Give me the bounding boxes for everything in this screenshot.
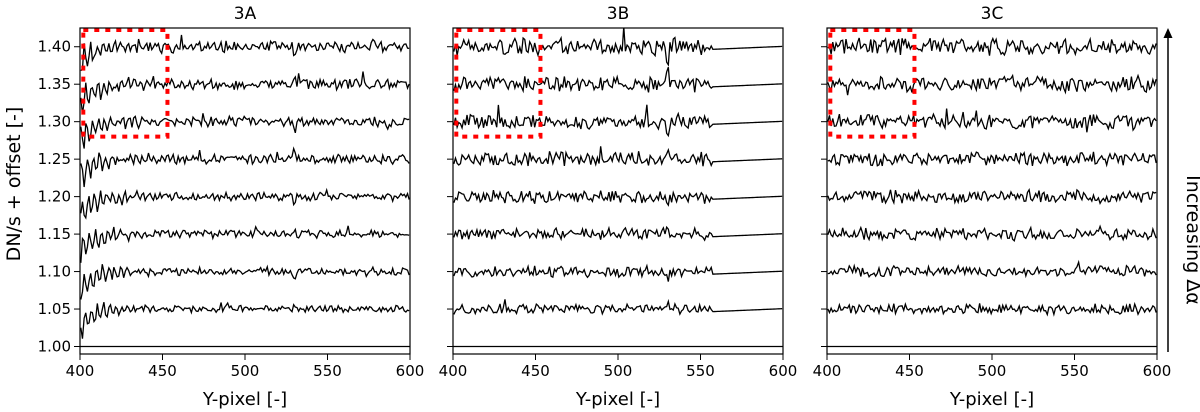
y-tick-label: 1.40 — [38, 38, 71, 56]
series-line-1.15 — [453, 225, 783, 242]
y-tick-label: 1.25 — [38, 150, 71, 168]
series-line-1.40 — [827, 36, 1157, 57]
series-line-1.40 — [80, 34, 410, 72]
x-axis-label: Y-pixel [-] — [949, 389, 1034, 410]
series-line-1.15 — [827, 224, 1157, 242]
panel-title: 3A — [234, 4, 257, 24]
x-tick-label: 600 — [396, 362, 425, 380]
highlight-box — [454, 28, 543, 139]
y-tick-label: 1.05 — [38, 300, 71, 318]
panel-3c: 3C 400 450 500 550 600 Y-pixel [-] — [813, 4, 1172, 410]
series-line-1.05 — [80, 301, 410, 339]
x-tick-label: 400 — [439, 362, 468, 380]
series-line-1.25 — [453, 146, 783, 168]
panel-title: 3B — [607, 4, 629, 24]
series-line-1.05 — [827, 301, 1157, 317]
series-line-1.30 — [80, 113, 410, 149]
series-line-1.20 — [827, 188, 1157, 206]
x-tick-label: 550 — [686, 362, 715, 380]
x-tick-label: 500 — [978, 362, 1007, 380]
series-line-1.30 — [827, 108, 1157, 133]
x-tick-label: 600 — [1143, 362, 1172, 380]
series-line-1.10 — [80, 264, 410, 300]
series-line-1.35 — [80, 71, 410, 114]
panel-title: 3C — [981, 4, 1004, 24]
x-tick-label: 500 — [604, 362, 633, 380]
series-line-1.35 — [827, 73, 1157, 96]
series-line-1.30 — [453, 104, 783, 138]
y-tick-label: 1.20 — [38, 188, 71, 206]
side-label: Increasing Δα — [1182, 175, 1200, 305]
y-tick-label: 1.30 — [38, 113, 71, 131]
series-line-1.10 — [453, 263, 783, 282]
x-tick-label: 400 — [813, 362, 842, 380]
y-tick-label: 1.10 — [38, 263, 71, 281]
x-tick-label: 600 — [769, 362, 798, 380]
x-tick-label: 550 — [1060, 362, 1089, 380]
axes-frame — [452, 27, 784, 355]
highlight-box — [828, 28, 917, 139]
y-tick-label: 1.00 — [38, 338, 71, 356]
panel-3a: 3A 400 450 500 550 600 Y-pixel [-] 1.00 1.05 1.10… — [38, 4, 425, 410]
series-line-1.25 — [827, 151, 1157, 168]
series-line-1.15 — [80, 224, 410, 263]
panel-3b: 3B 400 450 500 550 600 Y-pixel [-] — [439, 4, 798, 410]
highlight-box — [81, 28, 170, 139]
axes-frame — [79, 27, 411, 355]
series-line-1.10 — [827, 259, 1157, 279]
series-line-1.40 — [453, 28, 783, 67]
x-tick-label: 550 — [313, 362, 342, 380]
y-tick-label: 1.35 — [38, 75, 71, 93]
series-line-1.20 — [80, 187, 410, 220]
side-arrow — [1163, 28, 1173, 352]
x-tick-label: 450 — [895, 362, 924, 380]
x-tick-label: 450 — [521, 362, 550, 380]
axes-frame — [826, 27, 1158, 355]
series-line-1.35 — [453, 66, 783, 94]
x-axis-label: Y-pixel [-] — [202, 389, 287, 410]
y-tick-label: 1.15 — [38, 225, 71, 243]
x-tick-label: 400 — [66, 362, 95, 380]
series-line-1.25 — [80, 146, 410, 188]
series-line-1.05 — [453, 298, 783, 316]
x-axis-label: Y-pixel [-] — [575, 389, 660, 410]
x-tick-label: 450 — [148, 362, 177, 380]
figure-ylabel: DN/s + offset [-] — [3, 107, 25, 262]
x-tick-label: 500 — [231, 362, 260, 380]
series-line-1.20 — [453, 189, 783, 207]
